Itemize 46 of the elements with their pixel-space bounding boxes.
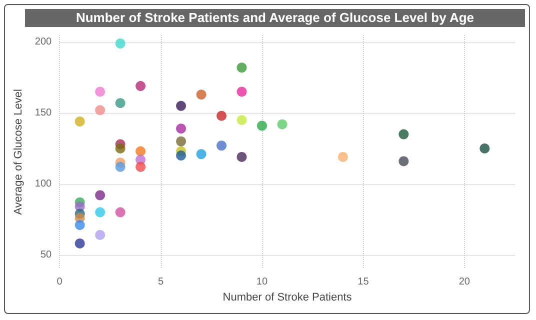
point: [236, 62, 247, 73]
point: [480, 143, 490, 154]
point: [176, 124, 186, 134]
x-tick-label: 0: [56, 276, 63, 288]
y-tick-label: 100: [34, 178, 52, 190]
point: [176, 150, 186, 161]
point: [136, 81, 146, 92]
x-tick-label: 5: [158, 276, 164, 288]
point: [136, 162, 146, 172]
point: [115, 38, 126, 49]
point: [176, 136, 186, 146]
point: [115, 162, 126, 172]
chart-title: Number of Stroke Patients and Average of Glucose Level by Age: [25, 9, 525, 27]
point: [74, 238, 85, 248]
point: [216, 110, 227, 121]
point: [176, 100, 186, 111]
point: [236, 115, 247, 126]
point: [236, 152, 247, 162]
y-tick-label: 50: [40, 249, 52, 260]
point: [95, 207, 106, 218]
point: [95, 230, 106, 240]
point: [95, 190, 106, 200]
point: [338, 152, 348, 162]
point: [196, 90, 206, 100]
x-tick-label: 15: [358, 276, 370, 288]
point: [257, 120, 267, 131]
point: [196, 149, 206, 160]
y-tick-label: 200: [34, 36, 52, 48]
y-tick-label: 150: [34, 108, 52, 118]
x-axis-title: Number of Stroke Patients: [222, 291, 352, 304]
x-tick-label: 20: [458, 276, 470, 288]
point: [277, 119, 288, 130]
point: [216, 140, 227, 151]
point: [115, 143, 126, 154]
point: [115, 207, 126, 218]
point: [398, 129, 409, 140]
point: [74, 116, 85, 127]
point: [398, 156, 409, 166]
x-tick-label: 10: [256, 276, 268, 288]
point: [136, 146, 146, 156]
point: [74, 220, 85, 230]
point: [236, 86, 247, 97]
point: [95, 105, 106, 116]
point: [95, 86, 106, 97]
point: [115, 98, 126, 108]
y-axis-title: Average of Glucose Level: [12, 89, 24, 215]
